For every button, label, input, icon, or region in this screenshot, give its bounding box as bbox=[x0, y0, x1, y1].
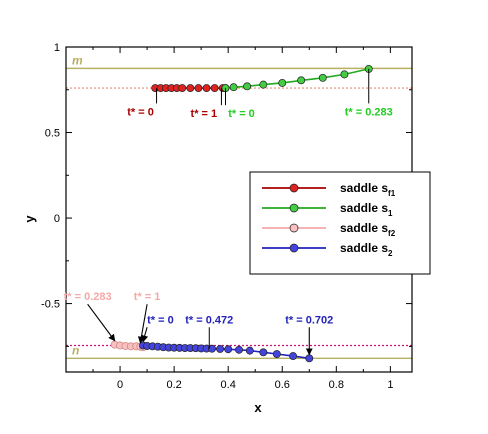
series-marker-2 bbox=[243, 82, 252, 91]
x-tick-label: 0.8 bbox=[329, 379, 344, 391]
series-marker-2 bbox=[278, 78, 287, 87]
annotation-arrow bbox=[141, 327, 149, 343]
legend-swatch-marker bbox=[289, 183, 299, 193]
annotation-label: t* = 1 bbox=[134, 291, 161, 303]
series-marker-2 bbox=[259, 80, 268, 89]
y-tick-label: 0.5 bbox=[45, 128, 60, 140]
series-marker-1 bbox=[194, 84, 203, 93]
annotation-label: t* = 0 bbox=[147, 314, 174, 326]
series-marker-4 bbox=[224, 345, 233, 354]
annotation-label: t* = 0.472 bbox=[185, 314, 233, 326]
series-marker-4 bbox=[208, 344, 216, 353]
series-marker-2 bbox=[340, 70, 349, 79]
series-marker-2 bbox=[229, 83, 238, 92]
legend-box bbox=[249, 171, 431, 275]
series-marker-4 bbox=[272, 350, 281, 358]
x-tick-label: 0 bbox=[117, 379, 123, 391]
annotation-arrow bbox=[137, 304, 148, 344]
x-tick-label: 0.4 bbox=[221, 379, 236, 391]
reference-line-label: m bbox=[72, 53, 83, 67]
legend: saddle sf1 saddle s1 saddle sf2 saddle s2 bbox=[249, 171, 431, 275]
x-tick-label: 1 bbox=[387, 379, 393, 391]
series-marker-4 bbox=[289, 352, 298, 361]
y-tick-label: -0.5 bbox=[41, 299, 60, 311]
annotation-arrow bbox=[87, 303, 116, 342]
x-axis-title: x bbox=[254, 400, 262, 415]
legend-label: saddle s2 bbox=[340, 241, 393, 258]
annotation-label: t* = 0.283 bbox=[64, 291, 112, 303]
annotation-label: t* = 0 bbox=[127, 106, 154, 118]
legend-swatch-marker bbox=[289, 203, 299, 213]
y-tick-label: 1 bbox=[54, 42, 60, 54]
series-marker-2 bbox=[318, 73, 327, 82]
annotation-label: t* = 0.702 bbox=[285, 314, 333, 326]
series-marker-4 bbox=[245, 346, 254, 355]
series-marker-4 bbox=[235, 345, 243, 354]
legend-label: saddle sf1 bbox=[340, 181, 396, 198]
legend-label: saddle sf2 bbox=[340, 221, 396, 238]
series-marker-4 bbox=[305, 354, 314, 363]
series-marker-1 bbox=[178, 84, 187, 93]
legend-label: saddle s1 bbox=[340, 201, 393, 218]
x-tick-label: 0.6 bbox=[275, 379, 290, 391]
series-marker-1 bbox=[210, 84, 219, 93]
annotation-label: t* = 0.283 bbox=[345, 106, 393, 118]
series-marker-4 bbox=[259, 348, 268, 357]
y-tick-label: 0 bbox=[54, 213, 60, 225]
legend-swatch-marker bbox=[289, 243, 299, 253]
series-marker-1 bbox=[186, 84, 195, 93]
x-tick-label: 0.2 bbox=[166, 379, 181, 391]
reference-line-label: n bbox=[72, 343, 79, 357]
series-marker-2 bbox=[297, 76, 306, 85]
legend-swatch-marker bbox=[289, 223, 299, 233]
annotation-label: t* = 1 bbox=[191, 108, 218, 120]
series-marker-1 bbox=[202, 84, 211, 93]
y-axis-title: y bbox=[22, 215, 37, 223]
annotation-label: t* = 0 bbox=[228, 108, 255, 120]
series-marker-4 bbox=[216, 344, 225, 353]
